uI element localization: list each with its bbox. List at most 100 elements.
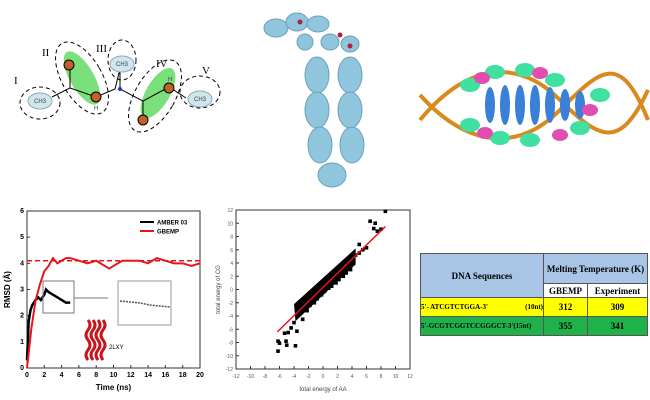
y-tick-label: 2 <box>230 274 233 280</box>
subheader-gbemp: GBEMP <box>543 283 588 298</box>
y-tick-label: -2 <box>229 301 234 307</box>
subheader-experiment: Experiment <box>586 283 649 298</box>
y-tick-label: 10 <box>227 221 233 227</box>
atom-label: H <box>94 106 98 112</box>
x-tick-label: 4 <box>60 372 64 379</box>
x-tick-label: 12 <box>407 374 413 380</box>
y-tick-label: -10 <box>226 354 233 360</box>
header-melting-temperature: Melting Temperature (K) <box>543 253 648 284</box>
x-tick-label: 0 <box>322 374 325 380</box>
y-axis-label: total energy of CG <box>216 265 222 314</box>
x-tick-label: 16 <box>162 372 170 379</box>
series-line-amber03 <box>25 287 71 361</box>
bead-model <box>263 12 365 188</box>
atom-label: CH3 <box>194 97 207 103</box>
table-row: 5'- ATCGTCTGGA-3' (10nt) 312 309 <box>420 297 649 317</box>
sequence-length: (10nt) <box>525 303 543 311</box>
y-tick-label: 12 <box>227 208 233 214</box>
data-point <box>357 242 362 247</box>
x-tick-label: -10 <box>247 374 254 380</box>
y-tick-label: 3 <box>20 287 24 294</box>
x-axis-label: total energy of AA <box>299 387 346 393</box>
inset-series <box>119 300 171 308</box>
data-point <box>284 343 289 347</box>
data-point <box>361 247 365 252</box>
data-point <box>305 308 309 313</box>
y-tick-label: 0 <box>20 365 24 372</box>
sequence-length: (15nt) <box>513 322 532 330</box>
y-tick-label: 4 <box>20 260 24 267</box>
x-tick-label: 18 <box>179 372 187 379</box>
atom-label: CH3 <box>116 62 129 68</box>
data-point <box>375 229 380 233</box>
data-point <box>348 267 353 272</box>
group-labels: I II III IV V <box>14 43 210 87</box>
y-tick-label: 0 <box>230 288 233 294</box>
data-point <box>293 344 298 348</box>
legend-label: AMBER 03 <box>157 221 188 227</box>
group-label: V <box>202 65 210 77</box>
data-point <box>383 209 388 214</box>
y-axis-label: RMSD (Å) <box>3 271 12 308</box>
sequence: 5'- ATCGTCTGGA-3' <box>421 303 488 311</box>
y-tick-label: 6 <box>230 248 233 254</box>
y-tick-label: 8 <box>230 235 233 241</box>
table-header-row: DNA Sequences Melting Temperature (K) <box>420 253 648 298</box>
y-tick-label: -8 <box>229 341 234 347</box>
y-tick-label: -6 <box>229 327 234 333</box>
legend-label: GBEMP <box>157 230 179 236</box>
table-row: 5'-GCGTCGGTCCGGGCT-3'(15nt) 355 341 <box>420 316 649 336</box>
x-tick-label: 8 <box>380 374 383 380</box>
data-point <box>286 330 290 335</box>
atom-label: CH3 <box>34 99 47 105</box>
gbemp-cell: 355 <box>543 316 588 336</box>
data-point <box>284 339 288 343</box>
data-point <box>277 341 282 345</box>
group-III-outline <box>107 39 137 81</box>
data-point <box>357 251 362 255</box>
data-point <box>292 320 296 325</box>
y-tick-label: -4 <box>229 314 234 320</box>
sequence-cell: 5'-GCGTCGGTCCGGGCT-3'(15nt) <box>420 316 544 336</box>
sequence-cell: 5'- ATCGTCTGGA-3' (10nt) <box>420 297 544 317</box>
data-point <box>364 245 369 250</box>
data-point <box>341 274 346 279</box>
group-I-outline <box>19 86 61 120</box>
y-tick-label: 6 <box>20 208 24 215</box>
x-tick-label: -6 <box>277 374 282 380</box>
x-tick-label: 4 <box>351 374 354 380</box>
y-tick-label: 2 <box>20 313 24 320</box>
data-point <box>379 227 383 232</box>
molecule-diagram <box>19 39 221 133</box>
x-tick-label: 10 <box>110 372 118 379</box>
x-tick-label: 20 <box>196 372 204 379</box>
data-point <box>334 281 338 285</box>
x-tick-label: 6 <box>365 374 368 380</box>
y-tick-label: 4 <box>230 261 233 267</box>
structure-label: 2LXY <box>109 345 124 351</box>
y-tick-label: -12 <box>226 367 233 373</box>
dna-helix <box>418 63 650 147</box>
fit-line <box>276 226 386 333</box>
x-axis-label: Time (ns) <box>96 383 132 392</box>
x-tick-label: 6 <box>77 372 81 379</box>
inset-plot <box>117 280 172 326</box>
x-tick-label: 14 <box>144 372 152 379</box>
zoom-box <box>42 280 75 314</box>
helix <box>84 319 92 361</box>
experiment-cell: 341 <box>586 316 649 336</box>
group-label: II <box>42 47 50 59</box>
x-tick-label: -8 <box>263 374 268 380</box>
x-tick-label: 12 <box>127 372 135 379</box>
header-dna-sequences: DNA Sequences <box>420 253 544 298</box>
atom-labels: CH3 H CH3 H CH3 <box>34 62 207 112</box>
data-point <box>295 329 299 334</box>
sequence: 5'-GCGTCGGTCCGGGCT-3' <box>421 322 514 330</box>
helix <box>89 319 97 361</box>
x-tick-label: -12 <box>232 374 239 380</box>
data-point <box>371 226 376 231</box>
x-tick-label: 2 <box>42 372 46 379</box>
gbemp-cell: 312 <box>543 297 588 317</box>
